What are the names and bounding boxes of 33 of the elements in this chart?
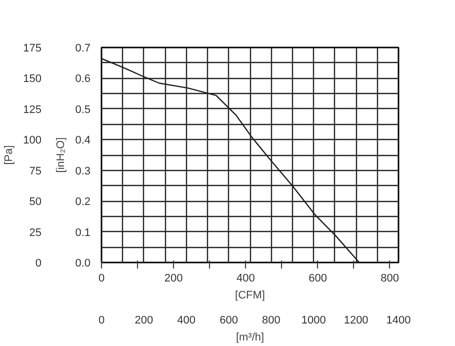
y2-tick-label: 0.0: [75, 258, 91, 270]
y-tick-label: 50: [29, 196, 42, 208]
y2-tick-label: 0.4: [75, 134, 91, 147]
x2-tick-label: 200: [134, 314, 154, 326]
y2-tick-label: 0.5: [75, 104, 91, 116]
y-tick-label: 25: [29, 226, 42, 239]
y2-tick-label: 0.2: [75, 196, 91, 208]
x-tick-label: 200: [164, 272, 183, 284]
y2-tick-label: 0.3: [75, 165, 91, 178]
x-tick-label: 600: [308, 272, 327, 284]
y2-tick-label: 0.7: [75, 42, 91, 54]
y-tick-label: 175: [23, 42, 42, 54]
y-tick-label: 150: [23, 73, 42, 86]
y-axis-title: [Pa]: [3, 145, 16, 165]
x2-tick-label: 400: [177, 314, 196, 326]
x-tick-label: 0: [98, 272, 105, 284]
x-tick-label: 800: [380, 272, 400, 284]
y-tick-label: 125: [23, 104, 42, 116]
y2-tick-label: 0.1: [75, 226, 91, 239]
x-tick-label: 400: [236, 272, 255, 284]
y-tick-label: 75: [29, 165, 42, 178]
x-axis-title: [CFM]: [235, 290, 265, 302]
x2-tick-label: 1000: [301, 314, 326, 326]
x2-tick-label: 1200: [344, 314, 368, 326]
x2-tick-label: 0: [98, 314, 105, 326]
y-tick-label: 100: [23, 134, 42, 147]
x2-tick-label: 600: [220, 314, 238, 326]
x2-axis-title: [m³/h]: [236, 332, 264, 344]
x2-tick-label: 800: [262, 314, 280, 326]
y2-tick-label: 0.6: [75, 73, 91, 86]
y2-axis-title: [inH₂O]: [55, 137, 68, 173]
x2-tick-label: 1400: [386, 314, 411, 326]
y-tick-label: 0: [35, 258, 42, 270]
